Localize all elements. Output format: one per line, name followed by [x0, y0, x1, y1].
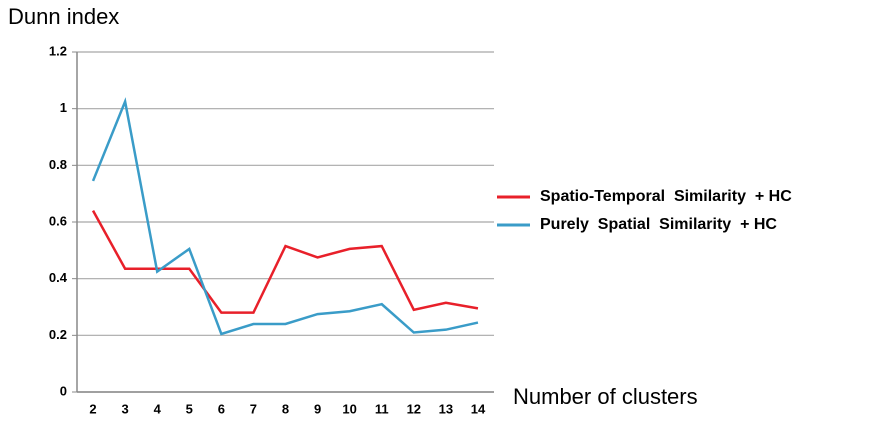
x-tick-label: 11	[375, 401, 389, 416]
x-tick-label: 8	[282, 401, 289, 416]
x-tick-label: 5	[186, 401, 193, 416]
x-tick-label: 10	[342, 401, 356, 416]
series-line	[91, 210, 479, 314]
y-axis-title: Dunn index	[8, 4, 119, 29]
legend-label: Spatio-Temporal Similarity + HC	[540, 188, 792, 205]
y-tick-label: 1	[60, 100, 67, 115]
x-axis-title: Number of clusters	[513, 384, 698, 409]
x-tick-label: 12	[407, 401, 421, 416]
series-line	[91, 97, 479, 336]
y-tick-label: 1.2	[49, 43, 67, 58]
x-tick-label: 13	[439, 401, 453, 416]
x-tick-label: 14	[471, 401, 486, 416]
x-tick-label: 7	[250, 401, 257, 416]
x-tick-label: 4	[154, 401, 162, 416]
x-tick-label: 9	[314, 401, 321, 416]
y-tick-label: 0.2	[49, 327, 67, 342]
legend-label: Purely Spatial Similarity + HC	[540, 216, 777, 233]
x-tick-label: 2	[89, 401, 96, 416]
y-tick-label: 0.8	[49, 157, 67, 172]
y-tick-label: 0	[60, 383, 67, 398]
x-tick-label: 6	[218, 401, 225, 416]
x-tick-label: 3	[121, 401, 128, 416]
y-tick-label: 0.4	[49, 270, 68, 285]
y-tick-label: 0.6	[49, 213, 67, 228]
